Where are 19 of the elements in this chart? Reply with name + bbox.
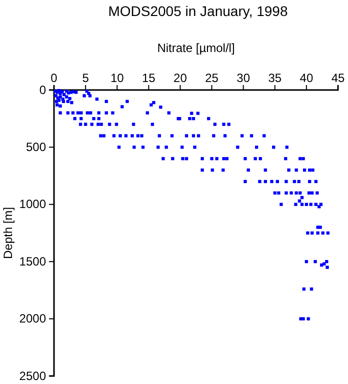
x-tick-label: 20	[174, 71, 188, 85]
chart-title: MODS2005 in January, 1998	[108, 3, 288, 19]
y-tick-label: 2500	[19, 368, 46, 383]
y-tick-label: 1000	[19, 197, 46, 212]
x-tick-label: 35	[268, 71, 282, 85]
y-tick-label: 2000	[19, 312, 46, 326]
x-tick-label: 0	[50, 71, 58, 85]
y-tick-label: 1500	[19, 254, 46, 268]
x-axis-title: Nitrate [µmol/l]	[157, 41, 235, 55]
x-tick-label: 45	[331, 71, 345, 85]
y-axis-title: Depth [m]	[1, 206, 15, 260]
x-tick-label: 25	[205, 71, 219, 85]
x-tick-label: 10	[110, 71, 124, 85]
x-tick-label: 5	[82, 71, 90, 85]
x-tick-label: 40	[300, 71, 314, 85]
x-tick-label: 15	[142, 71, 156, 85]
y-tick-label: 0	[39, 82, 46, 97]
x-tick-label: 30	[236, 71, 250, 85]
y-tick-label: 500	[26, 140, 46, 154]
